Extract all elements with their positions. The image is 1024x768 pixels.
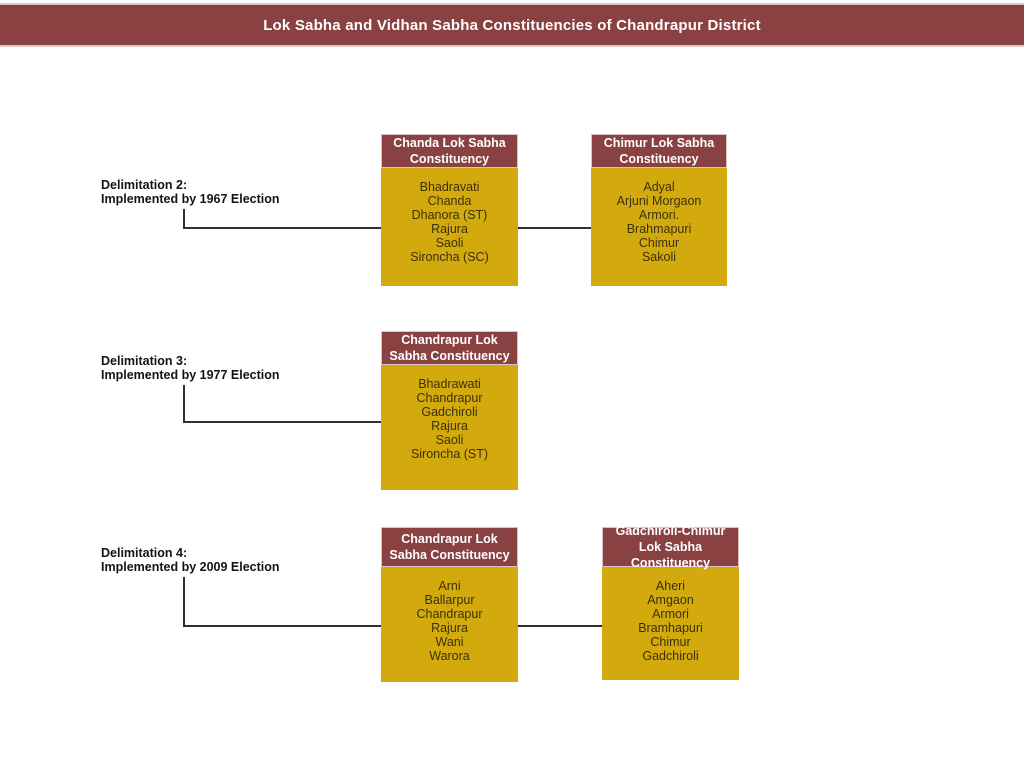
constituency-item: Rajura: [431, 621, 468, 635]
constituency-item: Ballarpur: [424, 593, 475, 607]
constituency-item: Arjuni Morgaon: [616, 194, 702, 208]
constituency-item: Rajura: [431, 222, 468, 236]
connector-line: [183, 577, 185, 626]
gadchiroli-chimur-lok-sabha-box: Gadchiroli-Chimur Lok Sabha Constituency…: [602, 524, 739, 680]
connector-line: [183, 227, 381, 229]
delimitation-2-subtitle: Implemented by 1967 Election: [101, 191, 280, 206]
constituency-item: Bhadrawati: [418, 377, 481, 391]
constituency-item: Warora: [429, 649, 470, 663]
constituency-item: Aheri: [655, 579, 686, 593]
connector-line: [183, 625, 381, 627]
box-header: Chimur Lok Sabha Constituency: [591, 134, 727, 168]
constituency-item: Armori.: [638, 208, 680, 222]
constituency-item: Amgaon: [647, 593, 694, 607]
constituency-item: Chimur: [650, 635, 691, 649]
constituency-item: Saoli: [435, 236, 464, 250]
delimitation-3-label: Delimitation 3: Implemented by 1977 Elec…: [101, 354, 331, 382]
constituency-item: Chimur: [638, 236, 680, 250]
delimitation-3-subtitle: Implemented by 1977 Election: [101, 367, 280, 382]
delimitation-4-label: Delimitation 4: Implemented by 2009 Elec…: [101, 546, 331, 574]
constituency-item: Gadchiroli: [421, 405, 478, 419]
delimitation-4-title: Delimitation 4:: [101, 546, 188, 560]
connector-line: [183, 421, 381, 423]
constituency-item: Dhanora (ST): [411, 208, 488, 222]
connector-line: [518, 625, 602, 627]
delimitation-2-title: Delimitation 2:: [101, 178, 188, 192]
chimur-lok-sabha-box: Chimur Lok Sabha Constituency Adyal Arju…: [591, 134, 727, 286]
constituency-item: Sironcha (SC): [410, 250, 489, 264]
constituency-item: Saoli: [435, 433, 464, 447]
box-body: Adyal Arjuni Morgaon Armori. Brahmapuri …: [591, 168, 727, 286]
box-body: Bhadrawati Chandrapur Gadchiroli Rajura …: [381, 365, 518, 490]
box-body: Aheri Amgaon Armori Bramhapuri Chimur Ga…: [602, 567, 739, 680]
box-header: Gadchiroli-Chimur Lok Sabha Constituency: [602, 524, 739, 570]
constituency-item: Chandrapur: [416, 391, 483, 405]
delimitation-2-label: Delimitation 2: Implemented by 1967 Elec…: [101, 178, 331, 206]
chandrapur-lok-sabha-2009-box: Chandrapur Lok Sabha Constituency Arni B…: [381, 527, 518, 682]
connector-line: [183, 385, 185, 422]
box-header: Chanda Lok Sabha Constituency: [381, 134, 518, 168]
chanda-lok-sabha-box: Chanda Lok Sabha Constituency Bhadravati…: [381, 134, 518, 286]
constituency-item: Armori: [652, 607, 689, 621]
box-body: Bhadravati Chanda Dhanora (ST) Rajura Sa…: [381, 168, 518, 286]
page-title: Lok Sabha and Vidhan Sabha Constituencie…: [263, 16, 761, 34]
constituency-item: Chandrapur: [416, 607, 483, 621]
constituency-item: Wani: [435, 635, 464, 649]
constituency-item: Bhadravati: [419, 180, 480, 194]
constituency-item: Sironcha (ST): [410, 447, 489, 461]
box-body: Arni Ballarpur Chandrapur Rajura Wani Wa…: [381, 567, 518, 682]
title-bar: Lok Sabha and Vidhan Sabha Constituencie…: [0, 3, 1024, 47]
constituency-item: Sakoli: [641, 250, 677, 264]
constituency-item: Adyal: [643, 180, 675, 194]
delimitation-3-title: Delimitation 3:: [101, 354, 188, 368]
connector-line: [183, 209, 185, 228]
constituency-item: Bramhapuri: [638, 621, 703, 635]
constituency-item: Gadchiroli: [642, 649, 699, 663]
chandrapur-lok-sabha-1977-box: Chandrapur Lok Sabha Constituency Bhadra…: [381, 331, 518, 490]
constituency-item: Chanda: [427, 194, 472, 208]
connector-line: [518, 227, 591, 229]
box-header: Chandrapur Lok Sabha Constituency: [381, 331, 518, 365]
box-header: Chandrapur Lok Sabha Constituency: [381, 527, 518, 567]
constituency-item: Brahmapuri: [626, 222, 692, 236]
constituency-item: Rajura: [431, 419, 468, 433]
constituency-item: Arni: [438, 579, 461, 593]
delimitation-4-subtitle: Implemented by 2009 Election: [101, 559, 280, 574]
